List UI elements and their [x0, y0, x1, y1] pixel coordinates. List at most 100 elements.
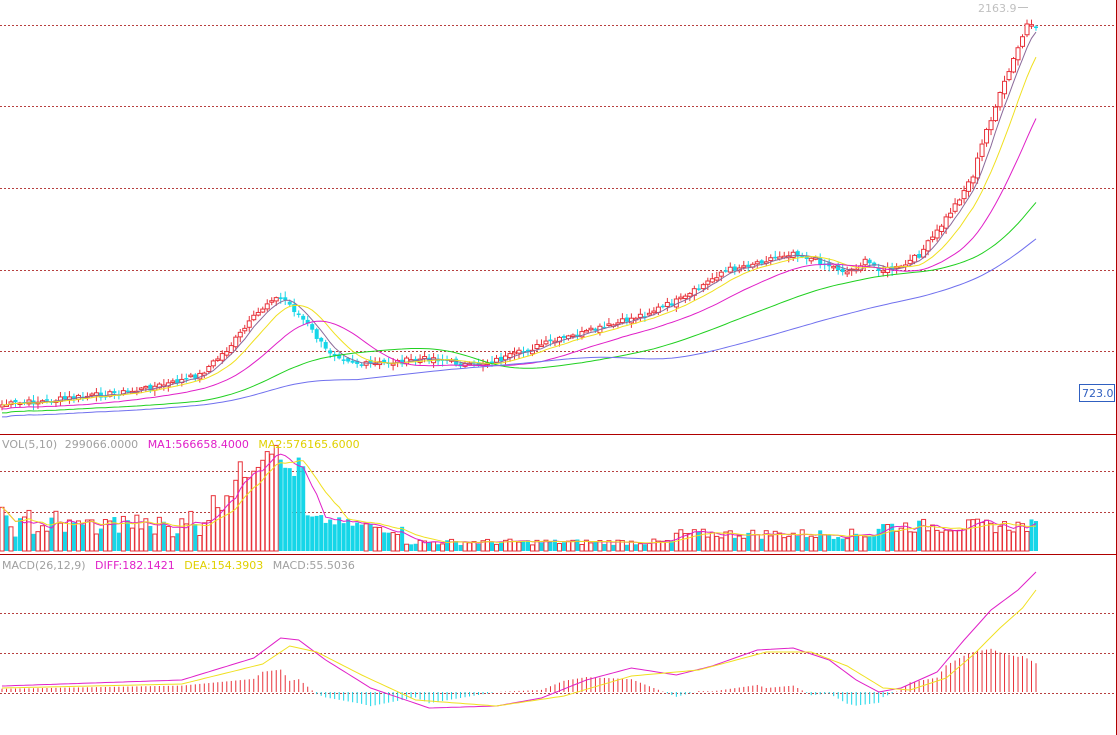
volume-bar-68 [305, 515, 310, 551]
candle-body-10 [44, 399, 49, 401]
macd-diff-line [1, 571, 1037, 709]
max-price-label: 2163.9 [978, 2, 1017, 15]
volume-bar-3 [13, 536, 18, 551]
candle-body-49 [219, 353, 225, 361]
candle-body-152 [682, 295, 688, 300]
volume-bar-160 [718, 537, 724, 552]
volume-bar-142 [637, 543, 643, 552]
vol-ma1-label: MA1:566658.4000 [148, 438, 249, 451]
volume-bar-206 [925, 530, 931, 552]
volume-bar-11 [49, 517, 54, 551]
candle-body-52 [233, 336, 239, 348]
candle-body-204 [917, 253, 922, 258]
candle-body-134 [602, 326, 607, 329]
candle-body-180 [808, 257, 814, 262]
candlestick-series [0, 19, 1038, 411]
candle-body-70 [314, 329, 319, 339]
volume-bars [0, 444, 1038, 552]
volume-bar-22 [98, 528, 103, 551]
candle-body-226 [1015, 47, 1021, 61]
volume-bar-27 [120, 515, 126, 552]
macd-dea-label: DEA:154.3903 [184, 559, 263, 572]
candle-body-47 [210, 360, 216, 367]
volume-bar-222 [997, 525, 1003, 552]
candle-body-132 [593, 328, 598, 331]
candle-body-46 [206, 365, 212, 372]
volume-bar-196 [881, 524, 886, 551]
volume-bar-164 [736, 535, 742, 552]
volume-bar-173 [777, 532, 783, 552]
volume-bar-92 [413, 543, 418, 551]
volume-bar-76 [341, 523, 346, 551]
volume-bar-199 [894, 530, 900, 552]
volume-bar-213 [957, 529, 963, 552]
ma-line-20 [2, 118, 1037, 410]
volume-bar-208 [934, 529, 940, 552]
volume-bar-77 [346, 518, 351, 551]
candle-body-131 [588, 327, 594, 331]
volume-bar-177 [795, 535, 800, 551]
volume-bar-125 [561, 542, 566, 551]
candle-body-59 [264, 303, 270, 310]
volume-bar-57 [255, 466, 261, 552]
candle-body-32 [143, 385, 149, 389]
volume-bar-117 [525, 540, 530, 551]
volume-bar-80 [359, 524, 364, 551]
candle-body-222 [997, 92, 1003, 108]
volume-bar-141 [633, 544, 638, 551]
volume-bar-143 [642, 544, 647, 551]
volume-bar-2 [8, 526, 14, 552]
volume-bar-163 [732, 537, 737, 551]
candle-body-220 [988, 120, 994, 131]
volume-bar-216 [970, 519, 976, 552]
macd-value-label: MACD:55.5036 [273, 559, 355, 572]
candle-body-128 [575, 334, 580, 337]
volume-bar-82 [368, 523, 373, 551]
volume-bar-79 [355, 522, 360, 551]
candle-body-43 [193, 374, 198, 379]
volume-bar-186 [836, 537, 841, 551]
volume-bar-98 [440, 543, 446, 552]
volume-bar-136 [611, 544, 616, 551]
volume-bar-36 [161, 521, 166, 551]
volume-bar-205 [921, 518, 927, 552]
volume-bar-1 [4, 515, 9, 551]
volume-bar-116 [521, 540, 526, 551]
candle-body-143 [642, 316, 647, 318]
volume-bar-54 [242, 476, 248, 552]
candle-body-69 [310, 324, 315, 330]
volume-bar-230 [1034, 521, 1038, 551]
volume-bar-191 [858, 534, 864, 552]
candle-body-135 [606, 323, 612, 327]
candle-body-72 [323, 342, 328, 349]
volume-bar-150 [673, 532, 679, 552]
volume-bar-158 [709, 532, 715, 552]
volume-bar-134 [602, 543, 607, 551]
volume-bar-127 [570, 539, 576, 552]
volume-bar-65 [292, 475, 297, 551]
candle-body-21 [93, 392, 99, 397]
volume-bar-175 [786, 535, 792, 552]
volume-bar-67 [301, 466, 306, 551]
candle-body-153 [687, 293, 693, 297]
candle-body-25 [112, 391, 117, 394]
volume-bar-168 [754, 534, 760, 552]
candle-body-62 [278, 297, 283, 299]
volume-bar-165 [741, 537, 747, 552]
volume-bar-83 [372, 526, 378, 552]
volume-bar-94 [422, 540, 428, 552]
volume-bar-124 [556, 543, 562, 552]
volume-bar-102 [458, 544, 463, 551]
candle-body-209 [939, 225, 945, 232]
volume-bar-123 [552, 539, 557, 551]
candle-body-163 [732, 266, 737, 271]
candle-body-145 [651, 310, 657, 314]
volume-bar-44 [197, 535, 203, 552]
candle-body-77 [346, 358, 351, 362]
volume-bar-119 [534, 539, 540, 552]
volume-bar-85 [382, 532, 387, 551]
candle-body-223 [1002, 80, 1008, 95]
volume-bar-132 [593, 541, 598, 551]
candle-body-212 [952, 203, 958, 212]
volume-ma-5 [1, 453, 1037, 545]
